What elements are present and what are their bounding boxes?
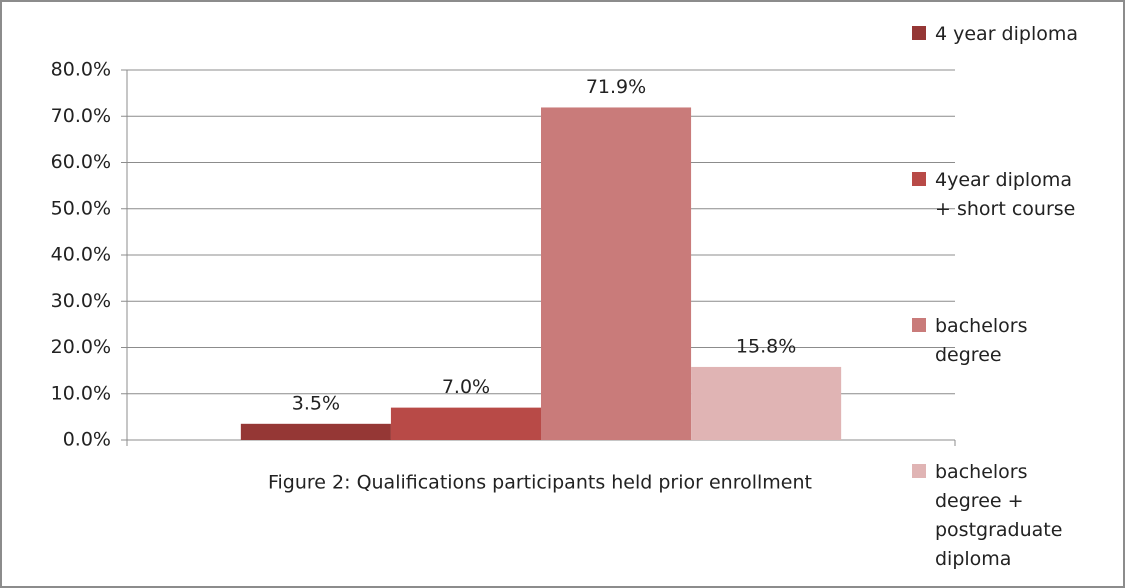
legend-label: 4year diploma + short course xyxy=(935,169,1076,220)
y-tick-label: 30.0% xyxy=(51,290,111,312)
data-label: 7.0% xyxy=(442,376,490,398)
y-tick-label: 40.0% xyxy=(51,244,111,266)
legend-swatch xyxy=(912,26,926,40)
chart-caption: Figure 2: Qualifications participants he… xyxy=(268,472,812,494)
legend-swatch xyxy=(912,464,926,478)
data-label: 3.5% xyxy=(292,392,340,414)
legend-label: 4 year diploma xyxy=(935,23,1079,45)
y-tick-label: 10.0% xyxy=(51,382,111,404)
bar xyxy=(240,423,391,440)
y-tick-label: 20.0% xyxy=(51,336,111,358)
legend-label: bachelors degree xyxy=(935,315,1028,366)
y-tick-label: 50.0% xyxy=(51,197,111,219)
legend-entry: bachelors degree + postgraduate diploma xyxy=(912,458,1112,574)
legend-swatch xyxy=(912,172,926,186)
legend-swatch xyxy=(912,318,926,332)
legend-entry: bachelors degree xyxy=(912,312,1112,370)
legend-label: bachelors degree + postgraduate diploma xyxy=(935,461,1063,570)
data-label: 71.9% xyxy=(586,76,646,98)
legend-entry: 4 year diploma xyxy=(912,20,1112,49)
bar xyxy=(691,366,842,440)
bar xyxy=(541,107,692,441)
y-tick-label: 80.0% xyxy=(51,59,111,81)
y-tick-label: 70.0% xyxy=(51,105,111,127)
y-tick-label: 0.0% xyxy=(63,429,111,451)
bar xyxy=(390,407,541,440)
y-tick-label: 60.0% xyxy=(51,151,111,173)
legend-entry: 4year diploma + short course xyxy=(912,166,1112,224)
data-label: 15.8% xyxy=(736,335,796,357)
